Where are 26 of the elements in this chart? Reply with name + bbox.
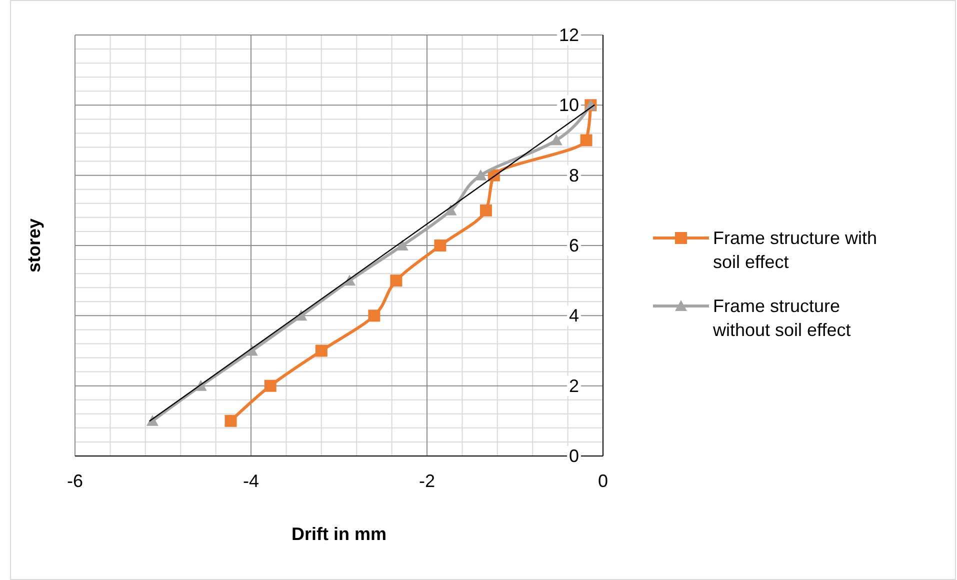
point [224,414,237,427]
x-tick-label: -4 [242,471,260,491]
x-axis-title: Drift in mm [291,524,387,544]
y-tick-label: 0 [568,446,579,466]
point [396,240,408,250]
y-tick-label: 10 [558,95,579,116]
point [480,204,492,216]
point [315,344,328,357]
y-axis-title: storey [24,218,44,273]
y-tick-label: 2 [568,376,579,396]
point [368,310,380,322]
legend-label: Frame structure without soil effect [712,296,851,340]
point [246,344,258,356]
point [434,240,446,252]
x-tick-label: 0 [598,471,608,491]
point [580,134,592,146]
legend-label: Frame structure with soil effect [713,228,878,272]
point [390,274,402,287]
y-tick-label: 12 [558,25,579,45]
y-tick-label: 6 [568,236,579,256]
y-tick-label: 4 [568,306,579,326]
y-tick-label: 8 [568,165,579,186]
x-tick-label: -2 [418,471,436,491]
x-tick-label: -6 [66,471,84,491]
point [264,380,276,392]
point [550,134,562,146]
